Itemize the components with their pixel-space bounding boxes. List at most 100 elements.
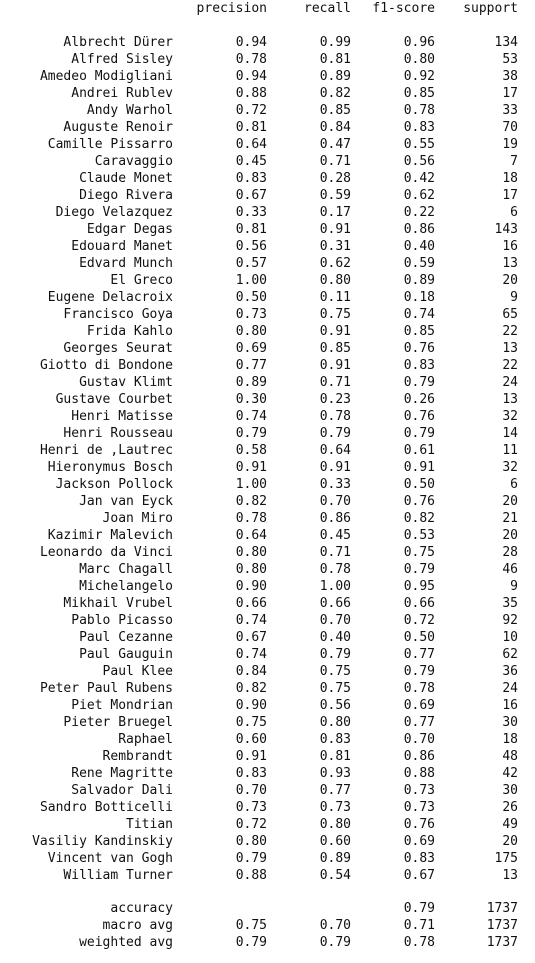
support-value: 134 [494, 35, 518, 50]
table-row: Edgar Degas 0.81 0.91 0.86 143 [0, 221, 535, 238]
support-value: 13 [502, 392, 518, 407]
recall-value: 0.91 [319, 460, 351, 475]
support-value: 1737 [486, 935, 518, 950]
support-value: 1737 [486, 918, 518, 933]
recall-value: 0.80 [319, 817, 351, 832]
f1-score-value: 0.82 [403, 511, 435, 526]
recall-value: 0.79 [319, 935, 351, 950]
row-label: Andrei Rublev [71, 86, 173, 101]
recall-value: 0.78 [319, 562, 351, 577]
f1-score-value: 0.66 [403, 596, 435, 611]
f1-score-value: 0.79 [403, 426, 435, 441]
table-row: Caravaggio 0.45 0.71 0.56 7 [0, 153, 535, 170]
row-label: Mikhail Vrubel [63, 596, 173, 611]
recall-value: 0.31 [319, 239, 351, 254]
precision-value: 0.56 [235, 239, 267, 254]
table-row: Gustav Klimt 0.89 0.71 0.79 24 [0, 374, 535, 391]
table-row: Andrei Rublev 0.88 0.82 0.85 17 [0, 85, 535, 102]
precision-value: 0.83 [235, 171, 267, 186]
precision-value: 0.75 [235, 715, 267, 730]
table-row: Titian 0.72 0.80 0.76 49 [0, 816, 535, 833]
precision-value: 0.83 [235, 766, 267, 781]
recall-value: 0.79 [319, 647, 351, 662]
row-label: Alfred Sisley [71, 52, 173, 67]
f1-score-value: 0.78 [403, 103, 435, 118]
support-value: 13 [502, 256, 518, 271]
table-row: William Turner 0.88 0.54 0.67 13 [0, 867, 535, 884]
support-value: 6 [510, 205, 518, 220]
row-label: Gustav Klimt [79, 375, 173, 390]
f1-score-value: 0.67 [403, 868, 435, 883]
support-value: 62 [502, 647, 518, 662]
recall-value: 0.85 [319, 341, 351, 356]
table-row: Pablo Picasso 0.74 0.70 0.72 92 [0, 612, 535, 629]
precision-value: 0.90 [235, 579, 267, 594]
table-row: Gustave Courbet 0.30 0.23 0.26 13 [0, 391, 535, 408]
f1-score-value: 0.95 [403, 579, 435, 594]
support-value: 1737 [486, 901, 518, 916]
f1-score-value: 0.76 [403, 409, 435, 424]
precision-value: 0.82 [235, 494, 267, 509]
precision-value: 0.74 [235, 613, 267, 628]
support-value: 48 [502, 749, 518, 764]
table-row: Henri Matisse 0.74 0.78 0.76 32 [0, 408, 535, 425]
support-value: 10 [502, 630, 518, 645]
table-row: Kazimir Malevich 0.64 0.45 0.53 20 [0, 527, 535, 544]
f1-score-value: 0.40 [403, 239, 435, 254]
row-label: Titian [126, 817, 173, 832]
precision-value: 0.64 [235, 137, 267, 152]
f1-score-value: 0.74 [403, 307, 435, 322]
f1-score-value: 0.76 [403, 494, 435, 509]
table-row: Joan Miro 0.78 0.86 0.82 21 [0, 510, 535, 527]
precision-value: 0.57 [235, 256, 267, 271]
precision-value: 0.50 [235, 290, 267, 305]
precision-value: 0.81 [235, 120, 267, 135]
table-row: Alfred Sisley 0.78 0.81 0.80 53 [0, 51, 535, 68]
support-value: 22 [502, 324, 518, 339]
recall-value: 0.81 [319, 52, 351, 67]
f1-score-value: 0.83 [403, 851, 435, 866]
table-row: Henri Rousseau 0.79 0.79 0.79 14 [0, 425, 535, 442]
precision-value: 0.79 [235, 851, 267, 866]
row-label: Kazimir Malevich [47, 528, 173, 543]
recall-value: 0.59 [319, 188, 351, 203]
precision-value: 0.72 [235, 817, 267, 832]
support-value: 6 [510, 477, 518, 492]
precision-value: 1.00 [235, 477, 267, 492]
f1-score-value: 0.80 [403, 52, 435, 67]
recall-value: 0.17 [319, 205, 351, 220]
recall-value: 0.23 [319, 392, 351, 407]
precision-value: 0.79 [235, 935, 267, 950]
header-precision: precision [196, 1, 267, 16]
f1-score-value: 0.78 [403, 681, 435, 696]
support-value: 32 [502, 460, 518, 475]
row-label: Paul Cezanne [79, 630, 173, 645]
f1-score-value: 0.59 [403, 256, 435, 271]
precision-value: 0.91 [235, 749, 267, 764]
precision-value: 0.45 [235, 154, 267, 169]
precision-value: 0.67 [235, 188, 267, 203]
row-label: Rembrandt [102, 749, 173, 764]
f1-score-value: 0.22 [403, 205, 435, 220]
recall-value: 0.80 [319, 715, 351, 730]
precision-value: 0.88 [235, 868, 267, 883]
support-value: 22 [502, 358, 518, 373]
recall-value: 0.85 [319, 103, 351, 118]
row-label: macro avg [102, 918, 173, 933]
support-value: 35 [502, 596, 518, 611]
precision-value: 0.64 [235, 528, 267, 543]
row-label: Claude Monet [79, 171, 173, 186]
precision-value: 0.77 [235, 358, 267, 373]
recall-value: 0.66 [319, 596, 351, 611]
recall-value: 0.70 [319, 494, 351, 509]
recall-value: 0.70 [319, 613, 351, 628]
precision-value: 0.81 [235, 222, 267, 237]
recall-value: 0.40 [319, 630, 351, 645]
support-value: 17 [502, 188, 518, 203]
row-label: Hieronymus Bosch [47, 460, 173, 475]
recall-value: 0.84 [319, 120, 351, 135]
row-label: Pablo Picasso [71, 613, 173, 628]
row-label: Gustave Courbet [55, 392, 173, 407]
f1-score-value: 0.55 [403, 137, 435, 152]
row-label: Auguste Renoir [63, 120, 173, 135]
